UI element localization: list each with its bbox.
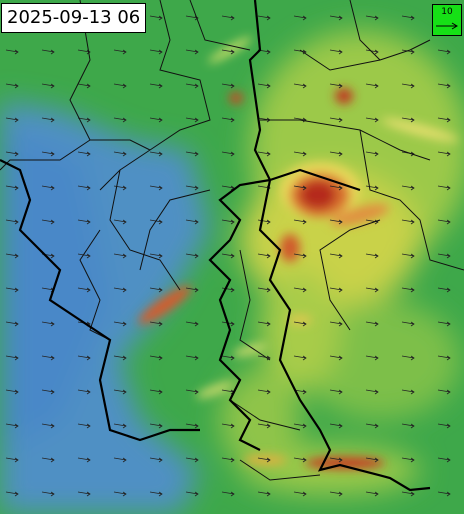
country-borders: [0, 0, 431, 492]
legend-label: 10: [441, 7, 453, 17]
region-borders: [0, 0, 464, 481]
timestamp: 2025-09-13 06: [1, 3, 147, 33]
wind-legend: 10: [432, 4, 462, 36]
legend-arrow: [436, 22, 458, 30]
